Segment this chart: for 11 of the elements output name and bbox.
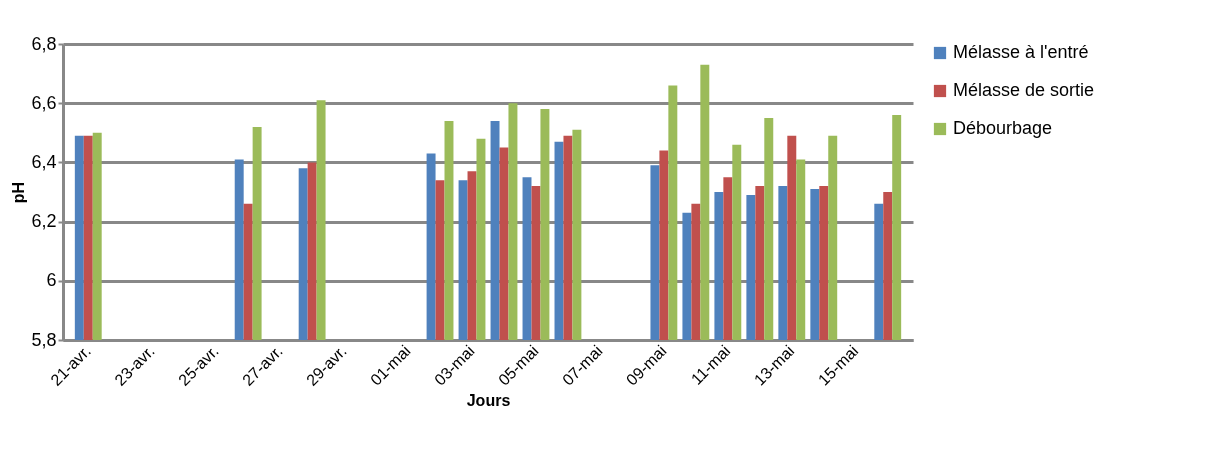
legend-label: Débourbage	[953, 118, 1053, 138]
x-axis-title: Jours	[466, 391, 511, 409]
y-tick-label: 6,6	[31, 92, 57, 113]
y-tick-label: 6	[46, 270, 57, 291]
y-tick-label: 6,4	[31, 151, 57, 172]
y-tick-label: 5,8	[31, 329, 57, 350]
legend-label: Mélasse de sortie	[953, 80, 1095, 100]
legend-label: Mélasse à l'entré	[953, 42, 1089, 62]
y-tick-label: 6,8	[31, 33, 57, 54]
y-axis-title: pH	[10, 181, 28, 204]
y-tick-label: 6,2	[31, 211, 57, 232]
